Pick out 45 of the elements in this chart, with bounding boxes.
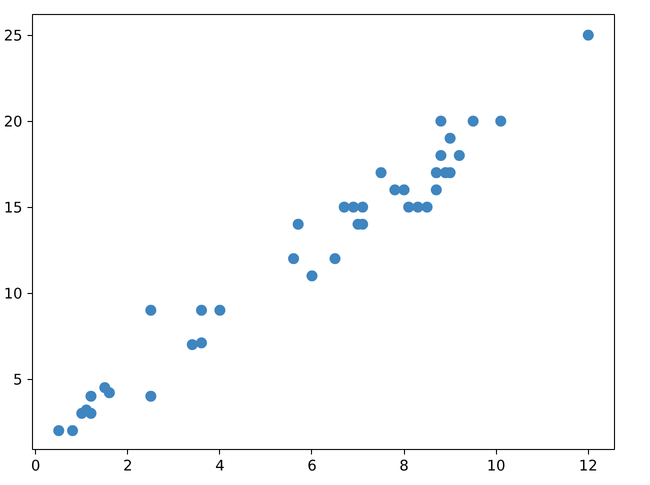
point: [398, 184, 410, 196]
point: [145, 390, 156, 402]
x-tick-label: 0: [31, 458, 40, 474]
point: [292, 218, 304, 230]
y-tick-label: 15: [4, 200, 23, 217]
y-tick-label: 25: [4, 28, 23, 45]
y-tick-label: 5: [13, 372, 23, 389]
point: [412, 202, 424, 213]
point: [357, 202, 368, 213]
point: [348, 202, 359, 213]
point: [582, 30, 594, 41]
point: [444, 132, 456, 144]
point: [403, 202, 414, 213]
point: [145, 304, 156, 316]
point: [435, 116, 446, 127]
point: [430, 167, 442, 178]
y-tick-label: 10: [4, 286, 23, 303]
point: [389, 184, 400, 196]
x-tick-label: 6: [307, 458, 317, 474]
point: [422, 202, 433, 213]
point: [338, 202, 350, 213]
point: [67, 425, 78, 436]
y-tick-label: 20: [4, 114, 23, 131]
point: [104, 387, 115, 398]
point: [430, 184, 442, 196]
point: [196, 337, 207, 348]
point: [454, 150, 465, 161]
point: [214, 304, 226, 316]
point: [85, 408, 96, 419]
point: [85, 390, 96, 402]
point: [330, 253, 341, 264]
point: [495, 116, 506, 127]
point: [196, 304, 207, 316]
x-tick-label: 12: [578, 458, 598, 474]
x-tick-label: 2: [123, 458, 132, 474]
point: [468, 116, 479, 127]
x-tick-label: 10: [486, 458, 506, 474]
point: [186, 339, 198, 350]
point: [376, 167, 387, 178]
point: [306, 270, 318, 282]
point: [288, 253, 300, 264]
x-tick-label: 8: [399, 458, 409, 474]
x-tick-label: 4: [215, 458, 225, 474]
point: [53, 425, 64, 436]
point: [435, 150, 446, 161]
